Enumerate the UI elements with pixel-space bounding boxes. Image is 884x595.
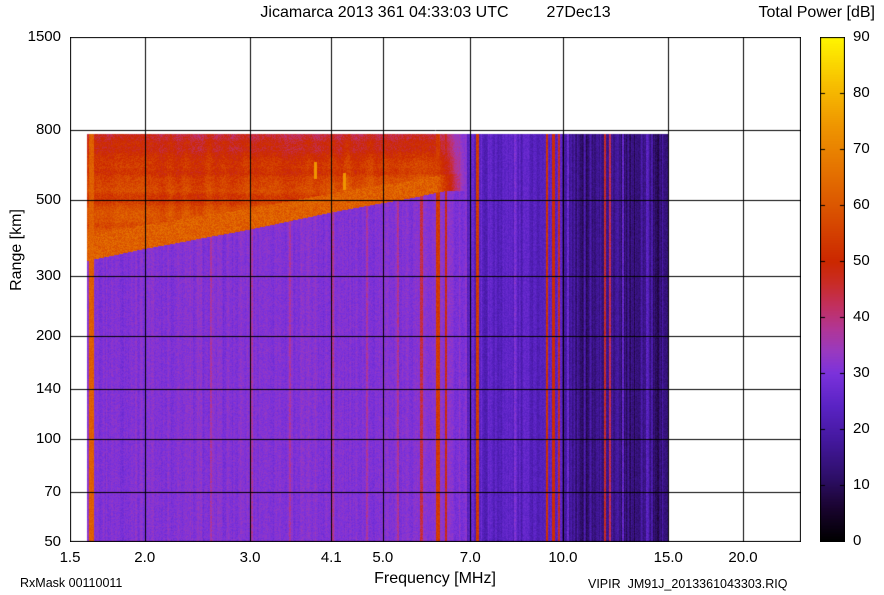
colorbar-tick-label: 20 xyxy=(853,420,870,437)
colorbar-title: Total Power [dB] xyxy=(758,4,876,21)
heatmap-canvas xyxy=(70,37,801,542)
x-tick-label: 1.5 xyxy=(59,549,81,566)
x-axis-label: Frequency [MHz] xyxy=(374,570,496,587)
y-tick-label: 70 xyxy=(44,483,61,501)
x-tick-label: 5.0 xyxy=(372,549,394,566)
colorbar-tick-label: 80 xyxy=(853,84,870,101)
y-tick-label: 800 xyxy=(35,121,61,139)
x-tick-label: 3.0 xyxy=(239,549,261,566)
colorbar-tick-label: 50 xyxy=(853,252,870,269)
colorbar-tick-label: 30 xyxy=(853,364,870,381)
y-tick-label: 140 xyxy=(35,380,61,398)
y-tick-label: 200 xyxy=(35,327,61,345)
x-tick-label: 2.0 xyxy=(134,549,156,566)
y-tick-label: 50 xyxy=(44,533,61,550)
plot-date: 27Dec13 xyxy=(546,4,611,21)
x-tick-label: 4.1 xyxy=(320,549,342,566)
colorbar-canvas xyxy=(820,37,845,542)
y-tick-label: 500 xyxy=(35,191,61,209)
rxmask-label: RxMask 00110011 xyxy=(20,576,123,590)
colorbar-tick-label: 0 xyxy=(853,532,862,549)
filename-label: VIPIR JM91J_2013361043303.RIQ xyxy=(588,577,788,591)
x-tick-label: 7.0 xyxy=(459,549,481,566)
plot-title-row: Jicamarca 2013 361 04:33:03 UTC 27Dec13 xyxy=(70,4,801,22)
colorbar-tick-label: 40 xyxy=(853,308,870,325)
y-tick-label: 1500 xyxy=(27,28,61,45)
colorbar-tick-label: 90 xyxy=(853,28,870,45)
plot-title: Jicamarca 2013 361 04:33:03 UTC xyxy=(260,4,509,21)
x-tick-label: 10.0 xyxy=(548,549,578,566)
x-tick-label: 20.0 xyxy=(728,549,758,566)
x-tick-label: 15.0 xyxy=(653,549,683,566)
y-tick-label: 300 xyxy=(35,266,61,284)
colorbar-tick-label: 70 xyxy=(853,140,870,157)
colorbar-tick-label: 60 xyxy=(853,196,870,213)
colorbar-tick-label: 10 xyxy=(853,476,870,493)
y-tick-label: 100 xyxy=(35,430,61,448)
